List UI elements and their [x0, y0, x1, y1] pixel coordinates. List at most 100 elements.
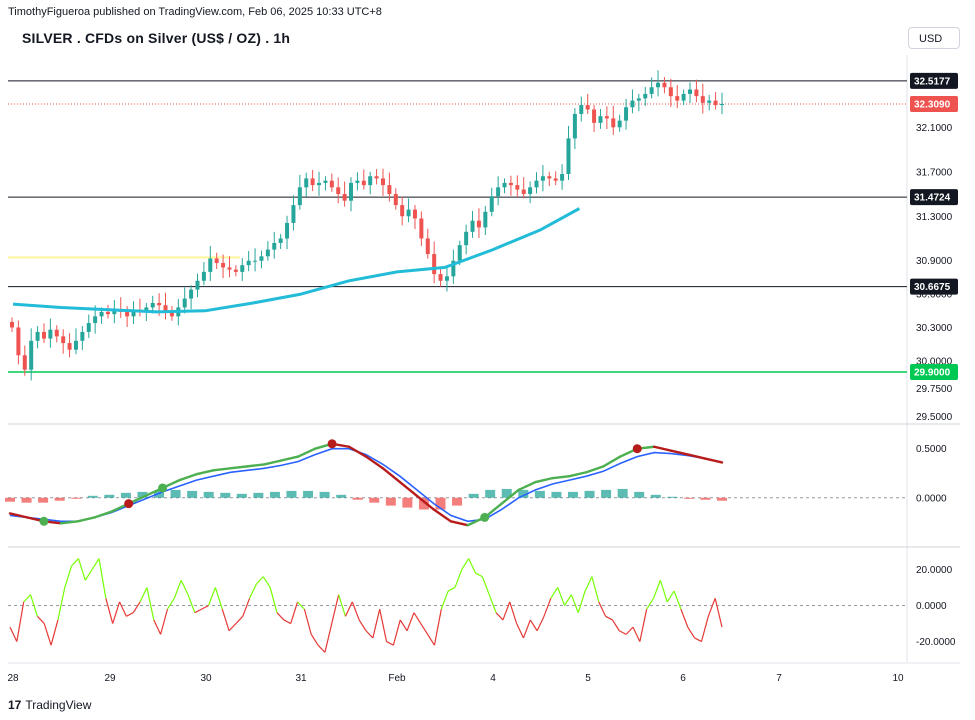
oscillator-line-segment	[707, 598, 716, 617]
candle-body	[73, 340, 78, 350]
candle-body	[233, 269, 238, 272]
candle-body	[700, 96, 705, 103]
price-tag	[910, 189, 958, 206]
currency-button[interactable]: USD	[908, 27, 960, 49]
time-tick-label: 28	[7, 673, 19, 684]
oscillator-tick-label: -20.0000	[916, 637, 956, 648]
candle-body	[349, 182, 354, 201]
time-tick-label: 4	[490, 673, 496, 684]
candle-body	[720, 103, 724, 106]
oscillator-line-segment	[392, 619, 401, 646]
candle-body	[643, 93, 648, 99]
candle-body	[464, 231, 469, 246]
oscillator-line-segment	[379, 608, 388, 642]
price-tag	[910, 278, 958, 295]
candle-body	[265, 249, 270, 257]
oscillator-line-segment	[276, 612, 285, 621]
candle-body	[553, 178, 558, 181]
candle-body	[540, 176, 545, 181]
candle-body	[528, 187, 533, 195]
oscillator-line-segment	[310, 634, 319, 646]
macd-fast-line-segment	[669, 449, 690, 456]
time-tick-label: Feb	[388, 673, 406, 684]
oscillator-line-segment	[118, 601, 127, 617]
macd-fast-line-segment	[296, 447, 317, 458]
oscillator-line-segment	[290, 601, 299, 624]
macd-fast-line-segment	[517, 480, 537, 492]
macd-fast-line-segment	[500, 488, 520, 505]
oscillator-line-segment	[488, 594, 497, 613]
oscillator-line-segment	[652, 580, 661, 599]
candle-body	[688, 89, 693, 94]
candle-body	[355, 180, 360, 183]
price-tag	[910, 72, 958, 89]
oscillator-line-segment	[71, 558, 79, 567]
candle-body	[342, 194, 347, 201]
oscillator-line-segment	[659, 580, 668, 603]
oscillator-line-segment	[256, 576, 264, 585]
oscillator-line-segment	[126, 612, 134, 617]
footer-brand[interactable]: 17 TradingView	[8, 698, 91, 712]
oscillator-line-segment	[440, 590, 449, 610]
macd-tick-label: 0.0000	[916, 493, 947, 504]
macd-fast-line-segment	[59, 520, 80, 525]
macd-fast-line-segment	[449, 520, 469, 527]
oscillator-line-segment	[536, 616, 545, 632]
macd-fast-line-segment	[212, 467, 232, 472]
oscillator-line-segment	[242, 598, 251, 617]
macd-histogram-bar	[402, 497, 413, 508]
candle-body	[707, 100, 712, 103]
candle-body	[310, 178, 315, 186]
oscillator-line-segment	[153, 619, 162, 635]
oscillator-line-segment	[249, 583, 258, 599]
oscillator-line-segment	[406, 612, 415, 631]
oscillator-line-segment	[303, 608, 312, 635]
candle-body	[432, 254, 437, 275]
oscillator-line-segment	[269, 587, 278, 613]
candle-body	[285, 222, 290, 239]
candle-body	[157, 303, 162, 306]
oscillator-line-segment	[283, 619, 291, 625]
candle-body	[585, 105, 590, 110]
candle-body	[259, 256, 264, 261]
oscillator-line-segment	[351, 601, 360, 621]
macd-fast-line-segment	[415, 494, 436, 511]
candle-body	[246, 260, 251, 266]
price-tag-label: 30.6675	[914, 282, 951, 293]
time-tick-label: 10	[892, 673, 904, 684]
macd-fast-line-segment	[178, 473, 198, 482]
macd-fast-line-segment	[347, 445, 368, 458]
macd-histogram-bar	[220, 492, 231, 498]
candle-body	[566, 138, 571, 174]
candle-body	[112, 309, 117, 315]
candle-body	[560, 173, 565, 181]
oscillator-line-segment	[139, 587, 148, 603]
macd-fast-line-segment	[652, 445, 673, 452]
oscillator-line-segment	[338, 594, 347, 617]
candle-body	[22, 355, 27, 370]
price-tick-label: 31.7000	[916, 167, 953, 178]
macd-fast-line-segment	[398, 480, 419, 497]
candle-body	[329, 180, 334, 188]
candle-body	[48, 329, 53, 339]
candle-body	[604, 116, 609, 119]
candle-body	[54, 329, 59, 337]
oscillator-line-segment	[173, 580, 182, 599]
macd-fast-line-segment	[585, 465, 605, 474]
oscillator-tick-label: 20.0000	[916, 565, 953, 576]
price-tick-label: 30.0000	[916, 356, 953, 367]
price-tick-label: 30.6000	[916, 290, 953, 301]
oscillator-line-segment	[680, 608, 689, 628]
macd-histogram-bar	[369, 497, 380, 503]
oscillator-line-segment	[591, 576, 600, 603]
oscillator-line-segment	[570, 594, 579, 613]
candle-body	[476, 220, 481, 228]
macd-histogram-bar	[634, 491, 645, 498]
candle-body	[579, 105, 584, 114]
candle-body	[182, 298, 187, 308]
oscillator-line-segment	[221, 608, 230, 631]
candle-body	[496, 187, 501, 197]
oscillator-line-segment	[132, 601, 141, 614]
price-tick-label: 29.5000	[916, 412, 953, 423]
